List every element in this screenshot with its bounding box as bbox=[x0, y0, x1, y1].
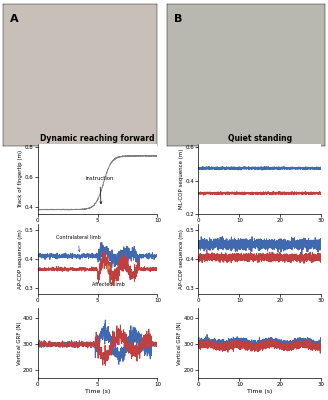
Text: B: B bbox=[174, 14, 182, 24]
Text: Affected limb: Affected limb bbox=[92, 282, 124, 287]
Title: Quiet standing: Quiet standing bbox=[228, 134, 292, 143]
Y-axis label: AP-COP sequence (m): AP-COP sequence (m) bbox=[179, 229, 184, 289]
Text: A: A bbox=[10, 14, 18, 24]
Y-axis label: Track of fingertip (m): Track of fingertip (m) bbox=[18, 150, 23, 208]
Y-axis label: Vertical GRF (N): Vertical GRF (N) bbox=[17, 321, 22, 365]
X-axis label: Time (s): Time (s) bbox=[247, 388, 273, 394]
Text: instruction: instruction bbox=[86, 176, 114, 204]
Text: Contralateral limb: Contralateral limb bbox=[56, 235, 100, 252]
Y-axis label: ML-COP sequence (m): ML-COP sequence (m) bbox=[179, 149, 184, 209]
Title: Dynamic reaching forward: Dynamic reaching forward bbox=[40, 134, 155, 143]
X-axis label: Time (s): Time (s) bbox=[85, 388, 110, 394]
Y-axis label: AP-COP sequence (m): AP-COP sequence (m) bbox=[18, 229, 23, 289]
Y-axis label: Vertical GRF (N): Vertical GRF (N) bbox=[177, 321, 182, 365]
